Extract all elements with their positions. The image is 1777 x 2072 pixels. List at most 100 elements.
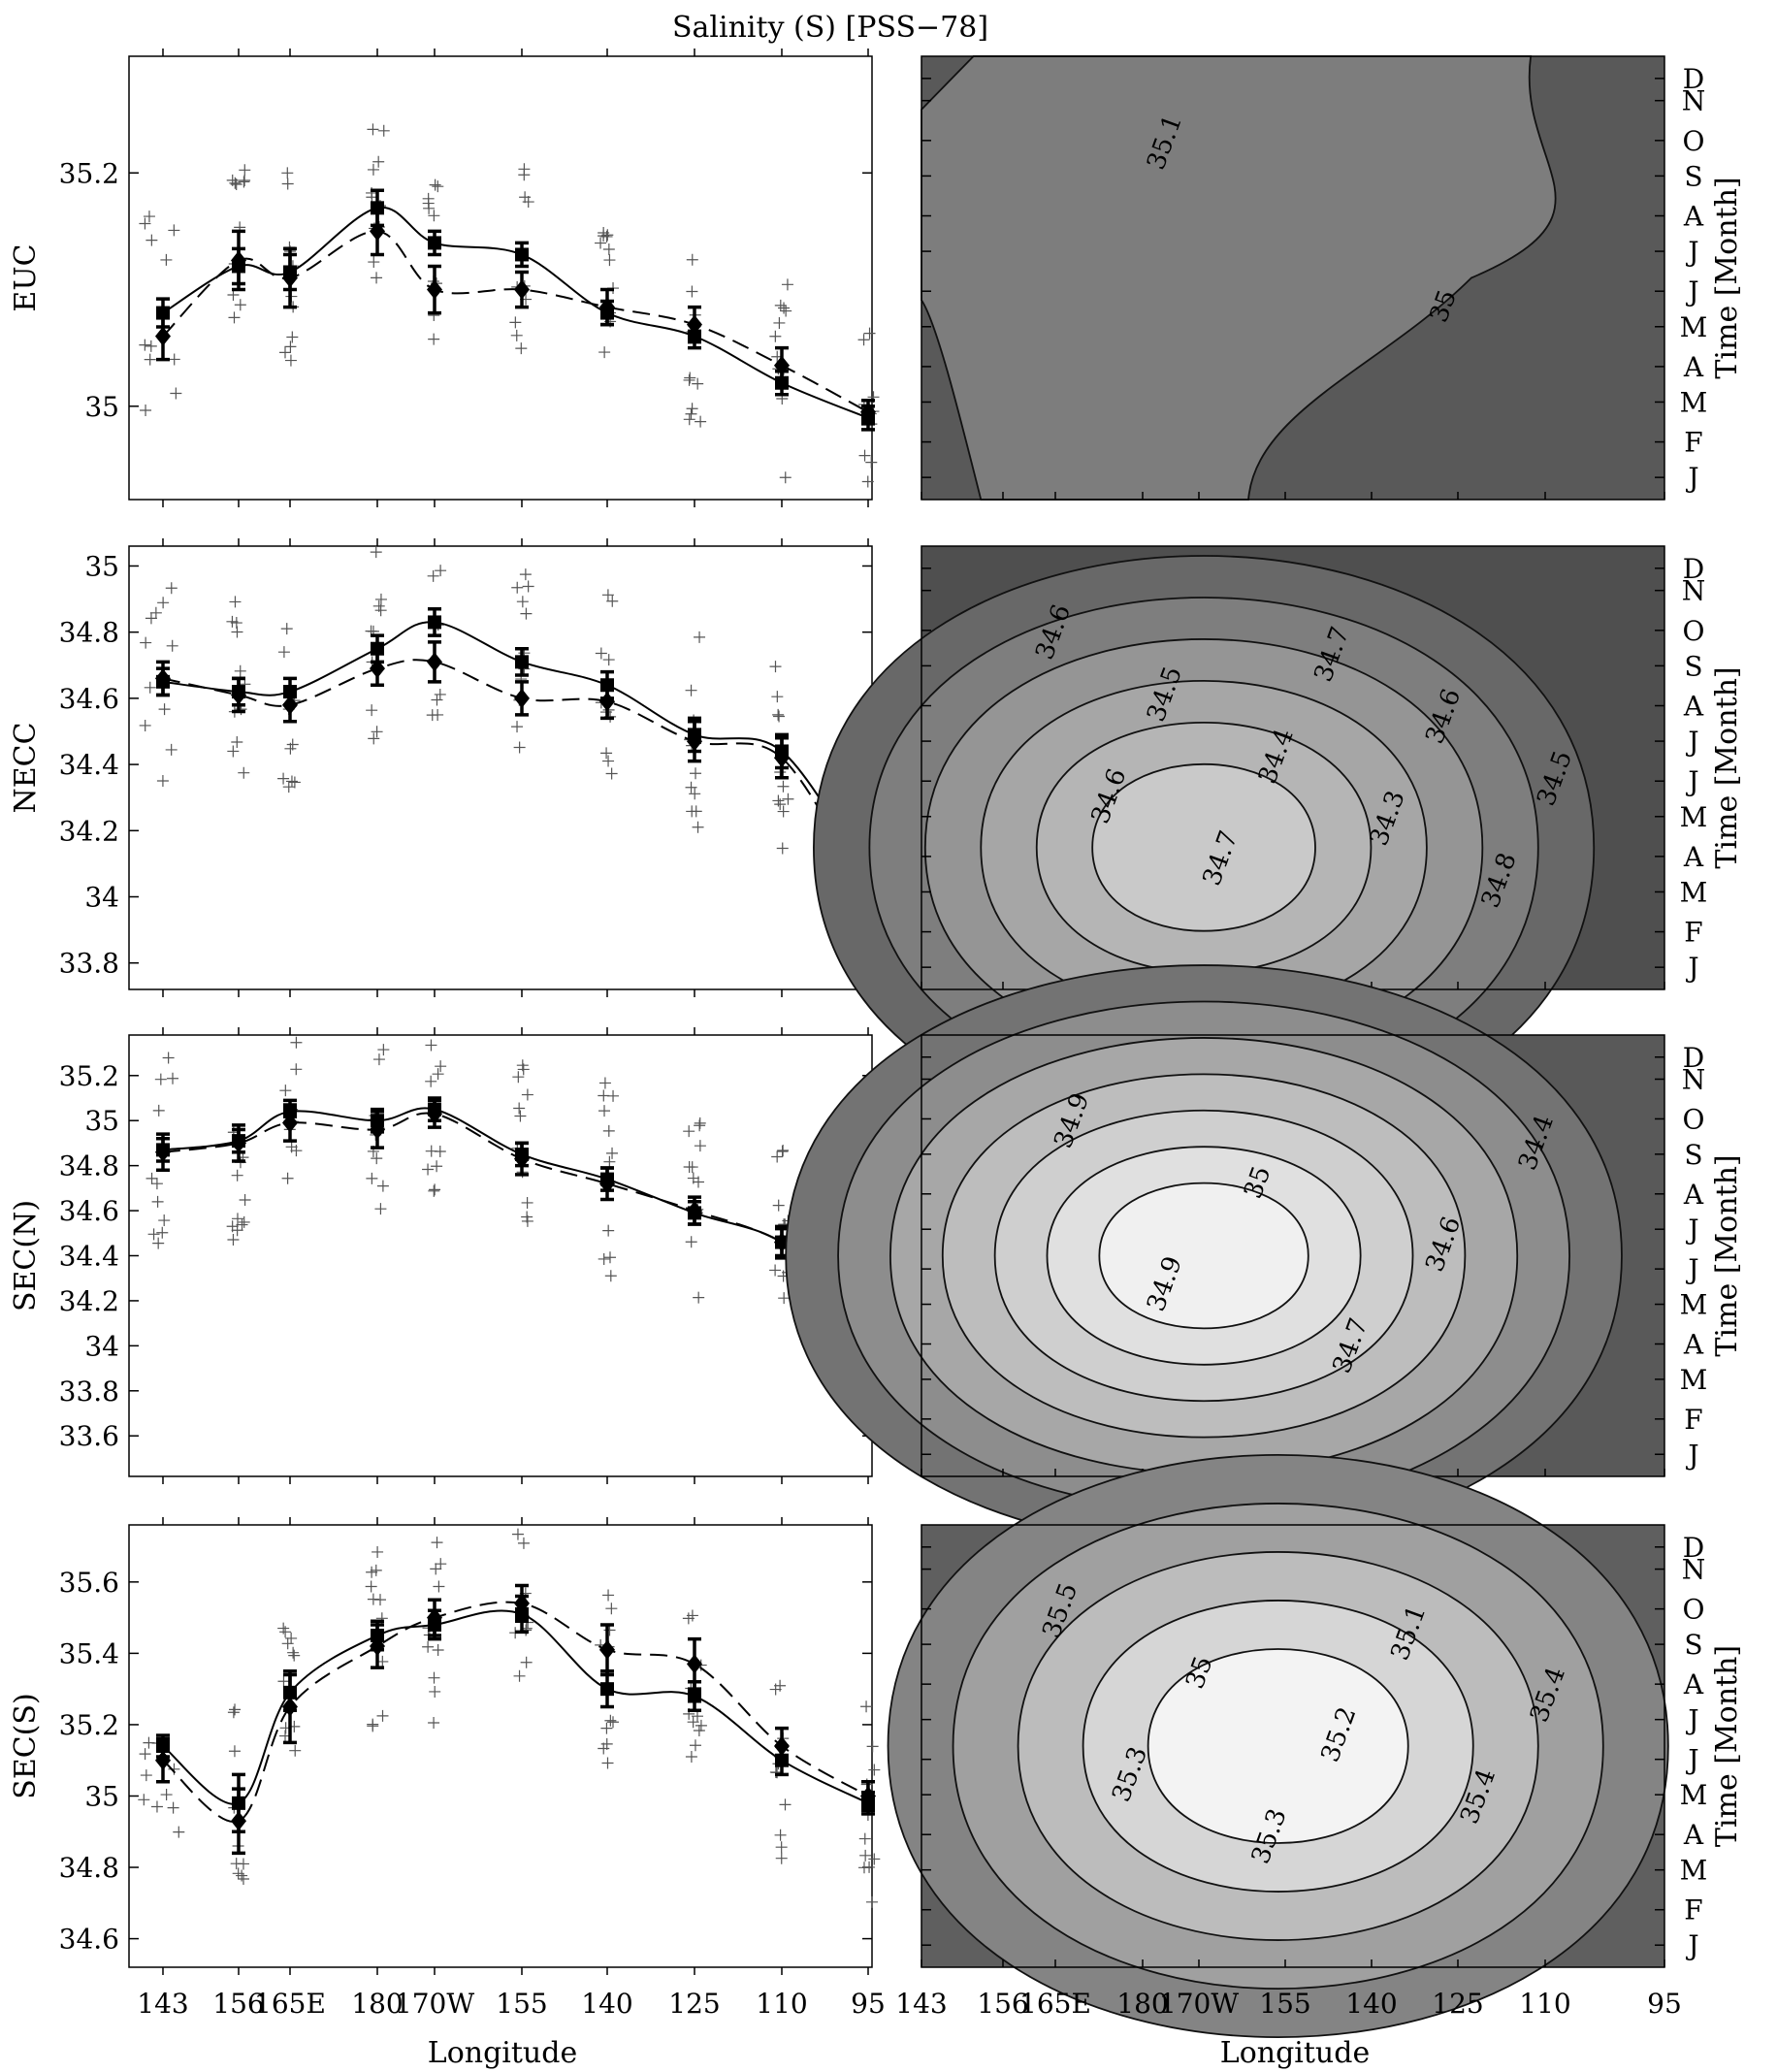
diamond-marker bbox=[774, 748, 790, 768]
sample-point bbox=[602, 1124, 615, 1137]
sample-point bbox=[156, 1226, 169, 1239]
month-tick-label: J bbox=[1685, 236, 1698, 268]
sample-point bbox=[428, 210, 440, 222]
x-tick-label: 143 bbox=[137, 1988, 188, 2020]
sample-point bbox=[598, 346, 611, 359]
series-line-dashed bbox=[162, 230, 869, 413]
y-tick-label: 34 bbox=[84, 882, 119, 914]
sample-point bbox=[365, 1580, 377, 1593]
y-tick-label: 35 bbox=[84, 391, 119, 423]
month-tick-label: D bbox=[1683, 553, 1704, 585]
month-tick-label: S bbox=[1684, 1629, 1702, 1661]
sample-point bbox=[686, 1161, 698, 1174]
sample-point bbox=[425, 1039, 437, 1052]
month-tick-label: A bbox=[1683, 201, 1704, 233]
sample-point bbox=[140, 405, 152, 417]
sample-point bbox=[865, 456, 878, 469]
month-tick-label: S bbox=[1684, 1139, 1702, 1171]
month-tick-label: M bbox=[1680, 1855, 1708, 1887]
month-tick-label: O bbox=[1683, 1103, 1705, 1135]
y-tick-label: 34 bbox=[84, 1330, 119, 1362]
sample-point bbox=[606, 1716, 619, 1729]
sample-point bbox=[157, 597, 170, 609]
sample-point bbox=[239, 174, 251, 186]
sample-point bbox=[229, 596, 242, 608]
sample-point bbox=[140, 636, 152, 649]
sample-point bbox=[695, 1719, 707, 1732]
sample-point bbox=[514, 1110, 527, 1122]
sample-point bbox=[231, 1213, 243, 1225]
panel-y-label: SEC(N) bbox=[9, 1200, 43, 1311]
sample-point bbox=[284, 742, 297, 755]
sample-point bbox=[290, 1036, 303, 1049]
sample-point bbox=[234, 664, 246, 677]
month-tick-label: J bbox=[1685, 952, 1698, 984]
diamond-marker bbox=[370, 221, 385, 242]
sample-point bbox=[227, 1233, 240, 1246]
sample-point bbox=[144, 353, 156, 366]
plot-frame bbox=[128, 545, 873, 990]
left-x-axis-label: Longitude bbox=[428, 2036, 577, 2070]
month-tick-label: J bbox=[1685, 1439, 1698, 1471]
sample-point bbox=[520, 607, 533, 620]
y-tick-label: 33.6 bbox=[59, 1420, 119, 1452]
month-tick-label: D bbox=[1683, 1042, 1704, 1074]
sample-point bbox=[686, 403, 698, 415]
sample-point bbox=[435, 1060, 447, 1073]
y-tick-label: 34.2 bbox=[59, 1285, 119, 1317]
sample-point bbox=[150, 1178, 163, 1190]
sample-point bbox=[226, 174, 239, 186]
diamond-marker bbox=[860, 402, 876, 422]
y-tick-label: 34.8 bbox=[59, 617, 119, 649]
sample-point bbox=[374, 604, 387, 617]
sample-point bbox=[147, 1228, 160, 1241]
sample-point bbox=[376, 1180, 389, 1192]
sample-point bbox=[598, 1252, 610, 1265]
sample-point bbox=[859, 1849, 872, 1862]
sample-point bbox=[603, 1155, 616, 1168]
sample-point bbox=[601, 589, 614, 601]
diamond-marker bbox=[282, 1113, 298, 1133]
sample-point bbox=[237, 1858, 249, 1870]
sample-point bbox=[603, 254, 616, 267]
sample-point bbox=[769, 661, 782, 673]
x-tick-label: 165E bbox=[254, 1988, 326, 2020]
sample-point bbox=[231, 736, 243, 749]
plot-frame bbox=[921, 55, 1665, 501]
sample-point bbox=[236, 1218, 248, 1231]
y-tick-label: 34.8 bbox=[59, 1150, 119, 1182]
month-tick-label: J bbox=[1685, 275, 1698, 308]
month-tick-label: A bbox=[1683, 1329, 1704, 1361]
plot-frame bbox=[128, 55, 873, 501]
sample-point bbox=[426, 709, 438, 722]
sample-point bbox=[511, 1528, 524, 1540]
sample-point bbox=[428, 1184, 440, 1197]
diamond-marker bbox=[687, 314, 702, 335]
sample-point bbox=[775, 1852, 788, 1864]
diamond-marker bbox=[514, 1593, 530, 1613]
sample-point bbox=[428, 1671, 440, 1684]
sample-point bbox=[518, 169, 531, 181]
plot-frame bbox=[128, 1524, 873, 1968]
diamond-marker bbox=[599, 1174, 615, 1194]
sample-point bbox=[432, 180, 444, 193]
diamond-marker bbox=[599, 1639, 615, 1660]
sample-point bbox=[281, 1637, 294, 1650]
sample-point bbox=[228, 311, 241, 324]
diamond-marker bbox=[860, 1786, 876, 1806]
sample-point bbox=[684, 372, 696, 384]
month-tick-label: J bbox=[1685, 1704, 1698, 1736]
sample-point bbox=[139, 1748, 151, 1761]
sample-point bbox=[160, 1789, 173, 1801]
sample-point bbox=[422, 1640, 435, 1653]
sample-point bbox=[370, 546, 382, 559]
month-tick-label: D bbox=[1683, 1532, 1704, 1564]
right-y-axis-label: Time [Month] bbox=[1710, 666, 1744, 868]
month-tick-label: J bbox=[1685, 462, 1698, 494]
x-tick-label: 110 bbox=[756, 1988, 807, 2020]
sample-point bbox=[685, 781, 697, 793]
diamond-marker bbox=[370, 1636, 385, 1657]
sample-point bbox=[287, 1646, 300, 1659]
sample-point bbox=[511, 721, 524, 733]
sample-point bbox=[168, 224, 180, 237]
